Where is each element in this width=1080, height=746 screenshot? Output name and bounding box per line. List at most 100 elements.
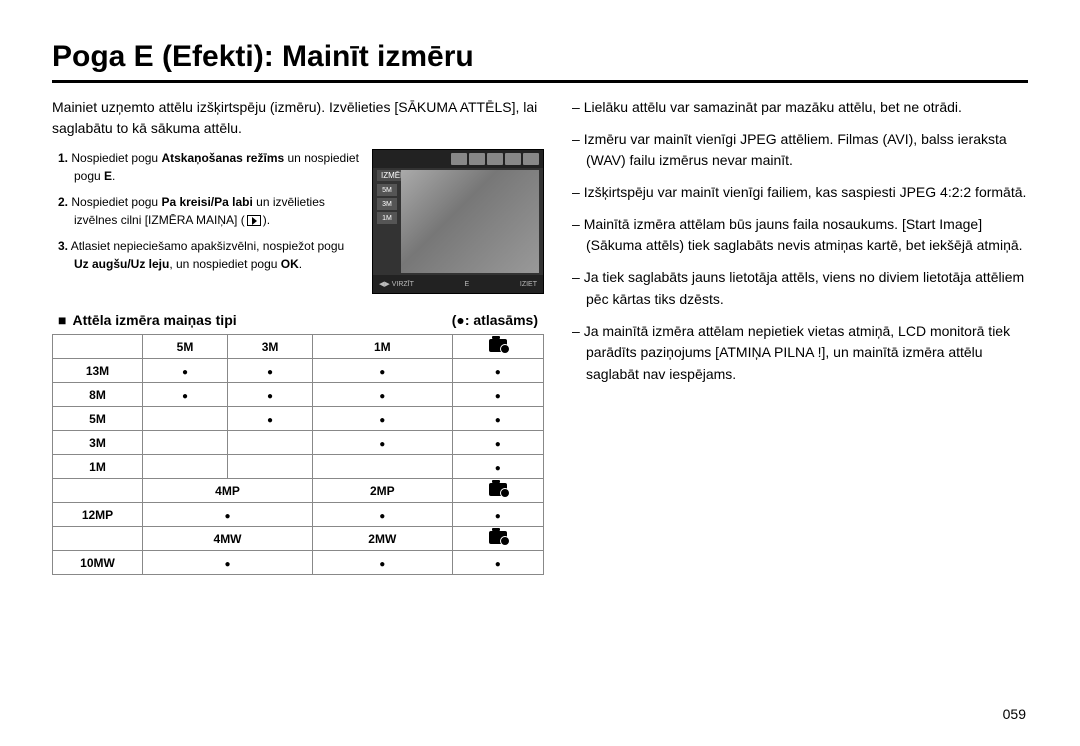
rh-10mw: 10MW [53,551,143,575]
c-5m-3m [228,407,313,431]
step-2-bold: Pa kreisi/Pa labi [161,195,252,209]
row-5m: 5M [53,407,544,431]
th-starticon-1 [452,335,543,359]
c-1m-5m [143,455,228,479]
step-2-num: 2. [58,195,68,209]
step-1-pre: Nospiediet pogu [71,151,161,165]
notes-list: Lielāku attēlu var samazināt par mazāku … [568,97,1028,386]
table-section-label: ■Attēla izmēra maiņas tipi [58,312,237,328]
steps-and-preview: 1. Nospiediet pogu Atskaņošanas režīms u… [52,149,544,294]
row-12mp: 12MP [53,503,544,527]
note-6: Ja mainītā izmēra attēlam nepietiek viet… [568,321,1028,386]
preview-side-1m: 1M [377,212,397,224]
left-column: Mainiet uzņemto attēlu izšķirtspēju (izm… [52,97,544,575]
th-2mp: 2MP [313,479,453,503]
th-starticon-2 [452,479,543,503]
th-4mw: 4MW [143,527,313,551]
note-3: Izšķirtspēju var mainīt vienīgi failiem,… [568,182,1028,204]
table-header-3: 4MW 2MW [53,527,544,551]
step-3-num: 3. [58,239,68,253]
preview-bottom-mid: E [465,281,470,288]
c-8m-s [452,383,543,407]
step-1-bold: Atskaņošanas režīms [161,151,284,165]
c-3m-3m [228,431,313,455]
step-1-post2: . [112,169,115,183]
table-header-1: 5M 3M 1M [53,335,544,359]
step-3-bold2: OK [281,257,299,271]
rh-5m: 5M [53,407,143,431]
preview-top-icon-1 [451,153,467,165]
th-blank-2 [53,479,143,503]
c-1m-1m [313,455,453,479]
c-5m-5m [143,407,228,431]
row-1m: 1M [53,455,544,479]
rh-12mp: 12MP [53,503,143,527]
c-1m-s [452,455,543,479]
step-1: 1. Nospiediet pogu Atskaņošanas režīms u… [58,149,362,185]
step-3: 3. Atlasiet nepieciešamo apakšizvēlni, n… [58,237,362,273]
step-1-num: 1. [58,151,68,165]
note-4: Mainītā izmēra attēlam būs jauns faila n… [568,214,1028,257]
c-8m-5m [143,383,228,407]
th-4mp: 4MP [143,479,313,503]
step-3-post2: . [299,257,302,271]
c-10mw-2mw [313,551,453,575]
step-3-pre: Atlasiet nepieciešamo apakšizvēlni, nosp… [71,239,345,253]
note-2: Izmēru var mainīt vienīgi JPEG attēliem.… [568,129,1028,172]
preview-size-list: 5M 3M 1M [377,184,397,224]
c-13m-5m [143,359,228,383]
row-13m: 13M [53,359,544,383]
c-12mp-s [452,503,543,527]
c-5m-s [452,407,543,431]
resize-mode-icon [247,215,261,226]
content-columns: Mainiet uzņemto attēlu izšķirtspēju (izm… [52,97,1028,575]
resize-table: 5M 3M 1M 13M 8M 5M 3M 1M 4MP 2MP 12MP 4M… [52,334,544,575]
preview-photo-area [401,170,539,273]
row-8m: 8M [53,383,544,407]
th-5m: 5M [143,335,228,359]
th-starticon-3 [452,527,543,551]
table-header-2: 4MP 2MP [53,479,544,503]
c-8m-1m [313,383,453,407]
table-section-legend: (●: atlasāms) [452,312,538,328]
c-3m-1m [313,431,453,455]
rh-13m: 13M [53,359,143,383]
start-image-icon-3 [489,531,507,544]
camera-lcd-preview: IZMĒRA MAIŅA 5M 3M 1M ◀▶ VIRZĪT E IZIET [372,149,544,294]
preview-side-3m: 3M [377,198,397,210]
c-5m-1m [313,407,453,431]
right-column: Lielāku attēlu var samazināt par mazāku … [568,97,1028,575]
c-13m-1m [313,359,453,383]
c-12mp-2mp [313,503,453,527]
preview-top-icon-2 [469,153,485,165]
preview-bottom-left: ◀▶ VIRZĪT [379,280,414,288]
steps-list: 1. Nospiediet pogu Atskaņošanas režīms u… [52,149,362,294]
preview-top-bar [373,150,543,168]
step-1-bold2: E [104,169,112,183]
preview-top-icon-3 [487,153,503,165]
step-3-post: , un nospiediet pogu [169,257,280,271]
c-13m-3m [228,359,313,383]
note-5: Ja tiek saglabāts jauns lietotāja attēls… [568,267,1028,310]
intro-text: Mainiet uzņemto attēlu izšķirtspēju (izm… [52,97,544,139]
rh-3m: 3M [53,431,143,455]
start-image-icon [489,339,507,352]
start-image-icon-2 [489,483,507,496]
c-3m-5m [143,431,228,455]
c-3m-s [452,431,543,455]
page-number: 059 [1003,706,1026,722]
th-2mw: 2MW [313,527,453,551]
row-3m: 3M [53,431,544,455]
th-1m: 1M [313,335,453,359]
row-10mw: 10MW [53,551,544,575]
table-section-header: ■Attēla izmēra maiņas tipi (●: atlasāms) [52,312,544,328]
th-3m: 3M [228,335,313,359]
rh-1m: 1M [53,455,143,479]
c-1m-3m [228,455,313,479]
c-10mw-s [452,551,543,575]
th-blank-3 [53,527,143,551]
th-blank-1 [53,335,143,359]
rh-8m: 8M [53,383,143,407]
preview-side-5m: 5M [377,184,397,196]
step-3-bold: Uz augšu/Uz leju [74,257,169,271]
